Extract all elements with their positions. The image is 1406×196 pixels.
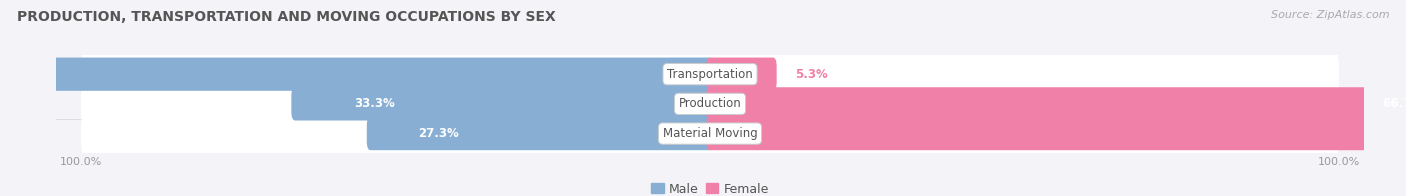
Text: Transportation: Transportation (668, 68, 752, 81)
Text: 5.3%: 5.3% (796, 68, 828, 81)
Text: 66.7%: 66.7% (1382, 97, 1406, 110)
FancyBboxPatch shape (291, 87, 714, 121)
Bar (82, 123, 1339, 144)
Bar (82, 93, 1339, 115)
FancyBboxPatch shape (0, 58, 714, 91)
FancyBboxPatch shape (82, 78, 1339, 129)
FancyBboxPatch shape (82, 108, 1339, 159)
FancyBboxPatch shape (82, 49, 1339, 100)
FancyBboxPatch shape (706, 87, 1406, 121)
Text: 33.3%: 33.3% (354, 97, 395, 110)
FancyBboxPatch shape (706, 58, 776, 91)
Bar (82, 64, 1339, 85)
FancyBboxPatch shape (706, 117, 1406, 150)
Legend: Male, Female: Male, Female (647, 178, 773, 196)
Text: Production: Production (679, 97, 741, 110)
Text: PRODUCTION, TRANSPORTATION AND MOVING OCCUPATIONS BY SEX: PRODUCTION, TRANSPORTATION AND MOVING OC… (17, 10, 555, 24)
Text: 27.3%: 27.3% (418, 127, 458, 140)
Text: Material Moving: Material Moving (662, 127, 758, 140)
Text: Source: ZipAtlas.com: Source: ZipAtlas.com (1271, 10, 1389, 20)
FancyBboxPatch shape (367, 117, 714, 150)
